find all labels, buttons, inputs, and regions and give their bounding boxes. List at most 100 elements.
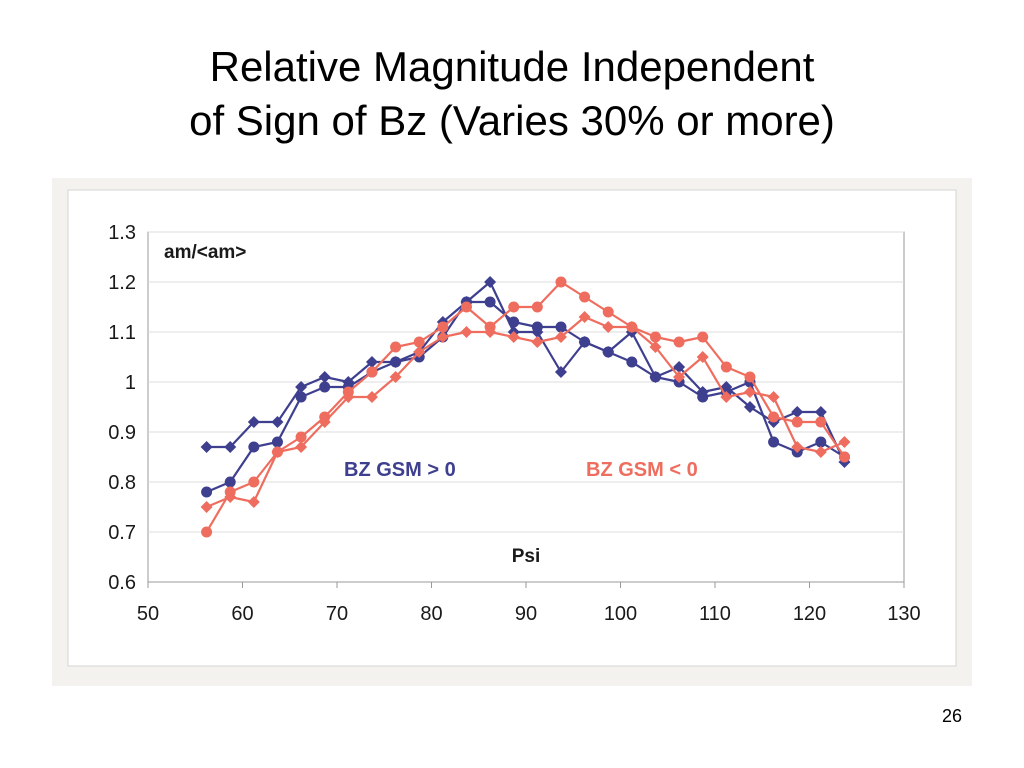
series-3-point: [437, 321, 449, 333]
series-3-point: [508, 301, 520, 313]
series-layer: [200, 276, 851, 538]
x-tick-label: 90: [515, 603, 537, 625]
series-1-point: [224, 476, 236, 488]
series-1-point: [555, 321, 567, 333]
series-4-point: [295, 441, 308, 453]
x-tick-label: 70: [326, 603, 348, 625]
series-4-line: [206, 315, 845, 509]
annotation-bz-positive: BZ GSM > 0: [344, 459, 456, 481]
y-axis-label: am/<am>: [164, 242, 246, 263]
series-4-point: [342, 391, 355, 403]
series-4-point: [484, 326, 497, 338]
y-tick-label: 1.2: [108, 272, 136, 294]
slide-title-line-2: of Sign of Bz (Varies 30% or more): [189, 97, 835, 144]
series-2-point: [673, 361, 686, 373]
series-4-point: [649, 341, 662, 353]
series-3-point: [720, 361, 732, 373]
series-4-point: [602, 321, 615, 333]
chart-figure: 0.6 0.7 0.8 0.9 1 1.1 1.2 1.3 50 60 70 80 90 100 110 12…: [52, 178, 972, 686]
series-2-point: [342, 376, 355, 388]
series-2-point: [200, 441, 213, 453]
series-1-point: [768, 436, 780, 448]
x-tick-label: 60: [231, 603, 253, 625]
series-4-point: [531, 336, 544, 348]
series-4-point: [413, 346, 426, 358]
y-tick-label: 0.9: [108, 422, 136, 444]
series-3-point: [673, 336, 685, 348]
series-4-point: [625, 321, 638, 333]
series-1-point: [201, 486, 213, 498]
annotation-bz-negative: BZ GSM < 0: [586, 459, 698, 481]
x-tick-label: 100: [604, 603, 637, 625]
y-tick-label: 0.8: [108, 472, 136, 494]
series-3-point: [649, 331, 661, 343]
series-2-point: [295, 381, 308, 393]
series-2-point: [649, 371, 662, 383]
series-2-point: [365, 356, 378, 368]
series-1-line: [206, 300, 846, 494]
series-3-point: [579, 291, 591, 303]
series-4-point: [247, 496, 260, 508]
series-4-point: [791, 441, 804, 453]
series-1-point: [295, 391, 307, 403]
series-3-point: [744, 371, 756, 383]
series-2-point: [696, 386, 709, 398]
series-1-point: [815, 436, 827, 448]
y-tick-label: 1.3: [108, 222, 136, 244]
x-tick-label: 110: [699, 603, 731, 625]
series-4-point: [554, 331, 567, 343]
series-1-point: [626, 356, 638, 368]
series-4-point: [318, 416, 331, 428]
series-4-point: [507, 331, 520, 343]
y-tick-label: 0.6: [108, 572, 136, 594]
series-3-point: [201, 526, 213, 538]
series-2-point: [554, 366, 567, 378]
series-2-point: [743, 401, 756, 413]
series-4-point: [767, 391, 780, 403]
series-2-point: [247, 416, 260, 428]
series-3-point: [791, 416, 803, 428]
series-3-point: [295, 431, 307, 443]
series-4-point: [224, 491, 237, 503]
series-4-point: [743, 386, 756, 398]
series-4-point: [673, 371, 686, 383]
series-1-point: [484, 296, 496, 308]
x-tick-label: 130: [887, 603, 920, 625]
series-3-point: [555, 276, 567, 288]
series-4-point: [200, 501, 213, 513]
series-3-point: [815, 416, 827, 428]
series-3-point: [768, 411, 780, 423]
series-3-point: [413, 336, 425, 348]
series-3-point: [248, 476, 260, 488]
series-2-point: [791, 406, 804, 418]
series-4-point: [436, 331, 449, 343]
series-4-point: [838, 436, 851, 448]
series-1-point: [319, 381, 331, 393]
series-4-point: [814, 446, 827, 458]
series-1-point: [271, 436, 283, 448]
page-number: 26: [941, 706, 962, 726]
series-3-line: [205, 280, 846, 533]
series-3-point: [366, 366, 378, 378]
series-2-point: [531, 326, 544, 338]
tick-labels: 0.6 0.7 0.8 0.9 1 1.1 1.2 1.3 50 60 70 80 90 100 110 12…: [108, 222, 921, 625]
series-2-point: [271, 416, 284, 428]
series-2-point: [602, 346, 615, 358]
series-2-point: [224, 441, 237, 453]
series-2-line: [206, 280, 846, 463]
plot-area: [147, 231, 905, 583]
x-tick-label: 120: [793, 603, 826, 625]
series-2-point: [318, 371, 331, 383]
line-chart: 0.6 0.7 0.8 0.9 1 1.1 1.2 1.3 50 60 70 80 90 100 110 12…: [67, 189, 957, 667]
series-3-point: [390, 341, 402, 353]
series-3-point: [838, 451, 850, 463]
series-4-point: [720, 391, 733, 403]
x-axis-label: Psi: [512, 546, 541, 567]
series-4-point: [696, 351, 709, 363]
series-3-point: [531, 301, 543, 313]
series-2-point: [814, 406, 827, 418]
slide-title: Relative Magnitude Independent of Sign o…: [0, 40, 1024, 148]
series-2-point: [484, 276, 497, 288]
y-tick-label: 0.7: [108, 522, 136, 544]
series-4-point: [389, 371, 402, 383]
